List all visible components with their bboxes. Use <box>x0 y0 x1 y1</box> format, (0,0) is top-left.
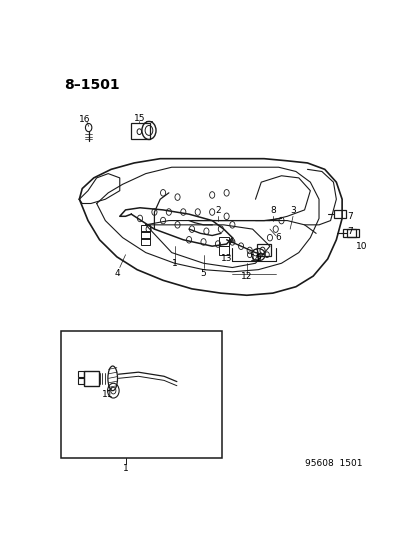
Text: 16: 16 <box>79 115 90 124</box>
Text: 11: 11 <box>102 390 114 399</box>
Text: 7: 7 <box>347 212 352 221</box>
FancyBboxPatch shape <box>61 330 221 458</box>
Text: 5: 5 <box>200 269 206 278</box>
Text: 2: 2 <box>215 206 220 215</box>
Text: 9: 9 <box>255 254 261 263</box>
Text: 13: 13 <box>220 254 232 263</box>
Text: 10: 10 <box>355 241 366 251</box>
Text: 95608  1501: 95608 1501 <box>305 459 362 468</box>
Text: 12: 12 <box>240 271 252 280</box>
Text: 3: 3 <box>290 206 295 215</box>
Text: 8–1501: 8–1501 <box>64 78 120 92</box>
Text: 6: 6 <box>275 233 281 242</box>
Text: 15: 15 <box>133 114 145 123</box>
Text: 8: 8 <box>269 206 275 215</box>
Text: 7: 7 <box>347 227 352 236</box>
Text: 1: 1 <box>171 259 177 268</box>
Text: 14: 14 <box>249 254 261 263</box>
Text: 1: 1 <box>122 464 128 473</box>
Text: 4: 4 <box>114 269 119 278</box>
